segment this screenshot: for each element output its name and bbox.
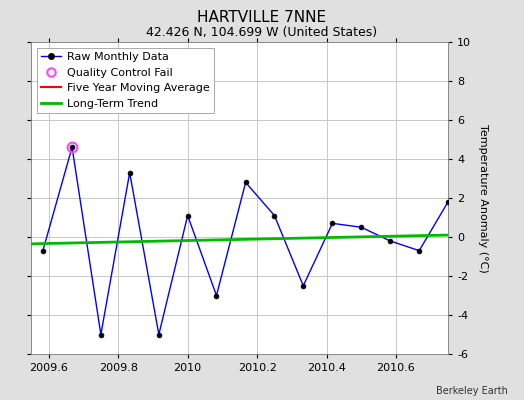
Legend: Raw Monthly Data, Quality Control Fail, Five Year Moving Average, Long-Term Tren: Raw Monthly Data, Quality Control Fail, … — [37, 48, 214, 113]
Y-axis label: Temperature Anomaly (°C): Temperature Anomaly (°C) — [478, 124, 488, 272]
Text: 42.426 N, 104.699 W (United States): 42.426 N, 104.699 W (United States) — [146, 26, 378, 39]
Text: Berkeley Earth: Berkeley Earth — [436, 386, 508, 396]
Text: HARTVILLE 7NNE: HARTVILLE 7NNE — [198, 10, 326, 25]
